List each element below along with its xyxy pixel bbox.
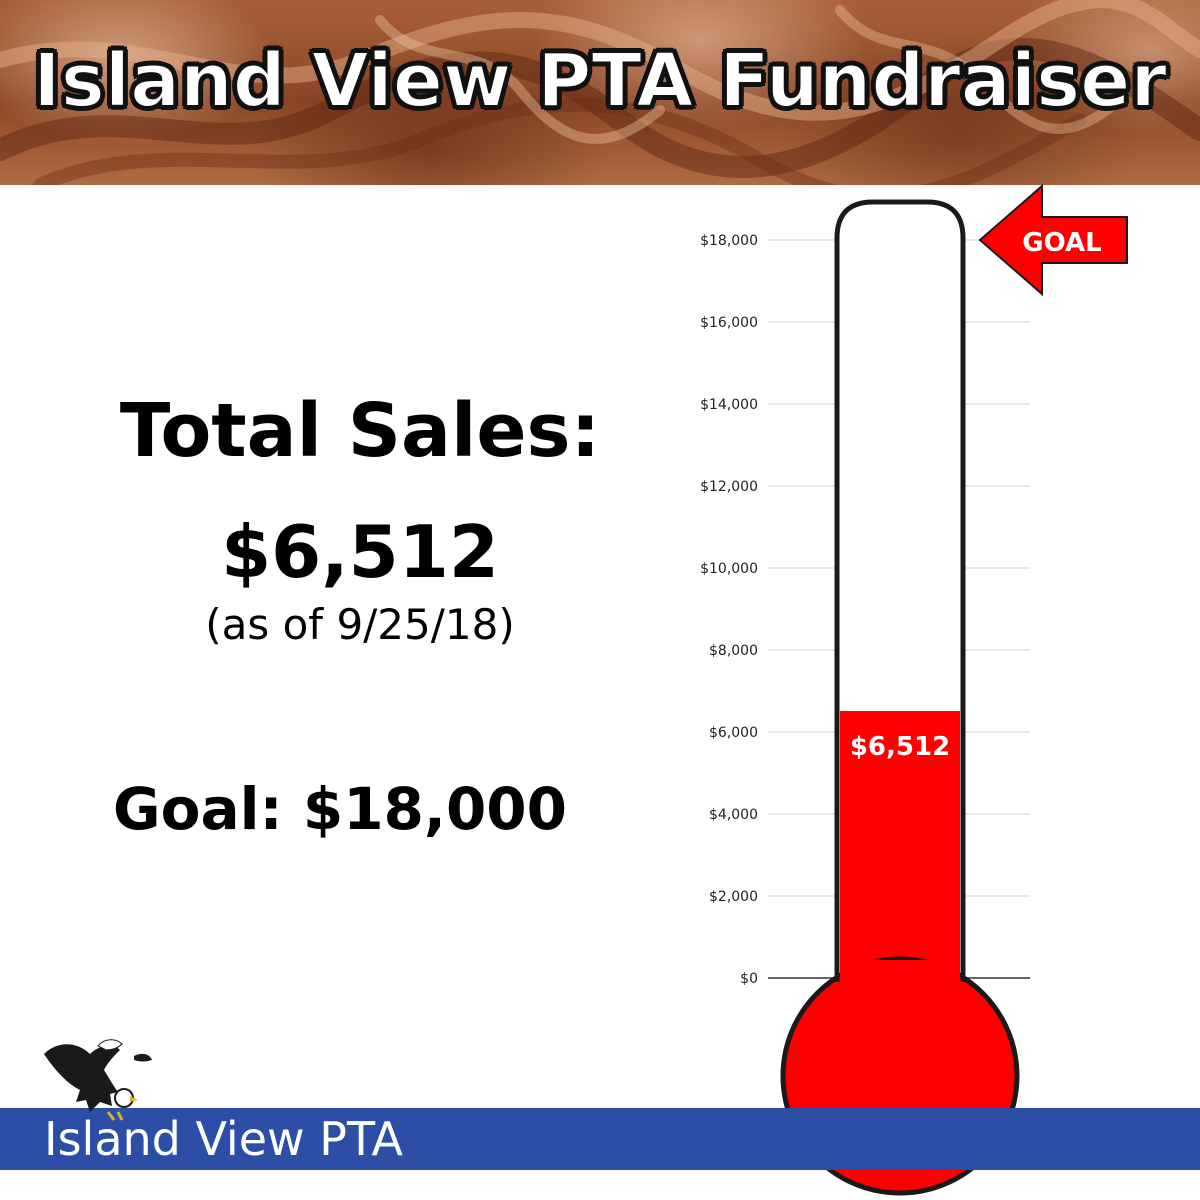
y-tick-label: $6,000 <box>709 725 758 741</box>
y-tick-label: $14,000 <box>700 397 758 413</box>
eagle-icon <box>44 1039 152 1121</box>
footer-org-name: Island View PTA <box>44 1112 403 1166</box>
y-tick-label: $12,000 <box>700 479 758 495</box>
page-title: Island View PTA Fundraiser <box>32 37 1168 125</box>
chocolate-swirl-background <box>0 0 1200 185</box>
y-tick-label: $10,000 <box>700 561 758 577</box>
y-tick-label: $16,000 <box>700 315 758 331</box>
total-sales-label: Total Sales: <box>119 388 601 474</box>
total-sales-value: $6,512 <box>221 510 499 594</box>
as-of-date: (as of 9/25/18) <box>205 600 515 649</box>
fill-value-label: $6,512 <box>850 732 950 762</box>
y-tick-label: $0 <box>740 971 758 987</box>
y-tick-label: $4,000 <box>709 807 758 823</box>
thermometer-neck <box>840 960 960 1000</box>
thermometer-fill-bar <box>840 711 960 980</box>
footer-bar <box>0 1108 1200 1170</box>
y-tick-label: $2,000 <box>709 889 758 905</box>
header-banner: Island View PTA Fundraiser <box>0 0 1200 185</box>
y-tick-label: $18,000 <box>700 233 758 249</box>
goal-marker-label: GOAL <box>1022 228 1101 258</box>
goal-amount: Goal: $18,000 <box>112 775 568 843</box>
chart-tick-labels: $0 $2,000 $4,000 $6,000 $8,000 $10,000 $12,000… <box>700 233 758 987</box>
y-tick-label: $8,000 <box>709 643 758 659</box>
goal-arrow-icon: GOAL <box>978 183 1128 297</box>
